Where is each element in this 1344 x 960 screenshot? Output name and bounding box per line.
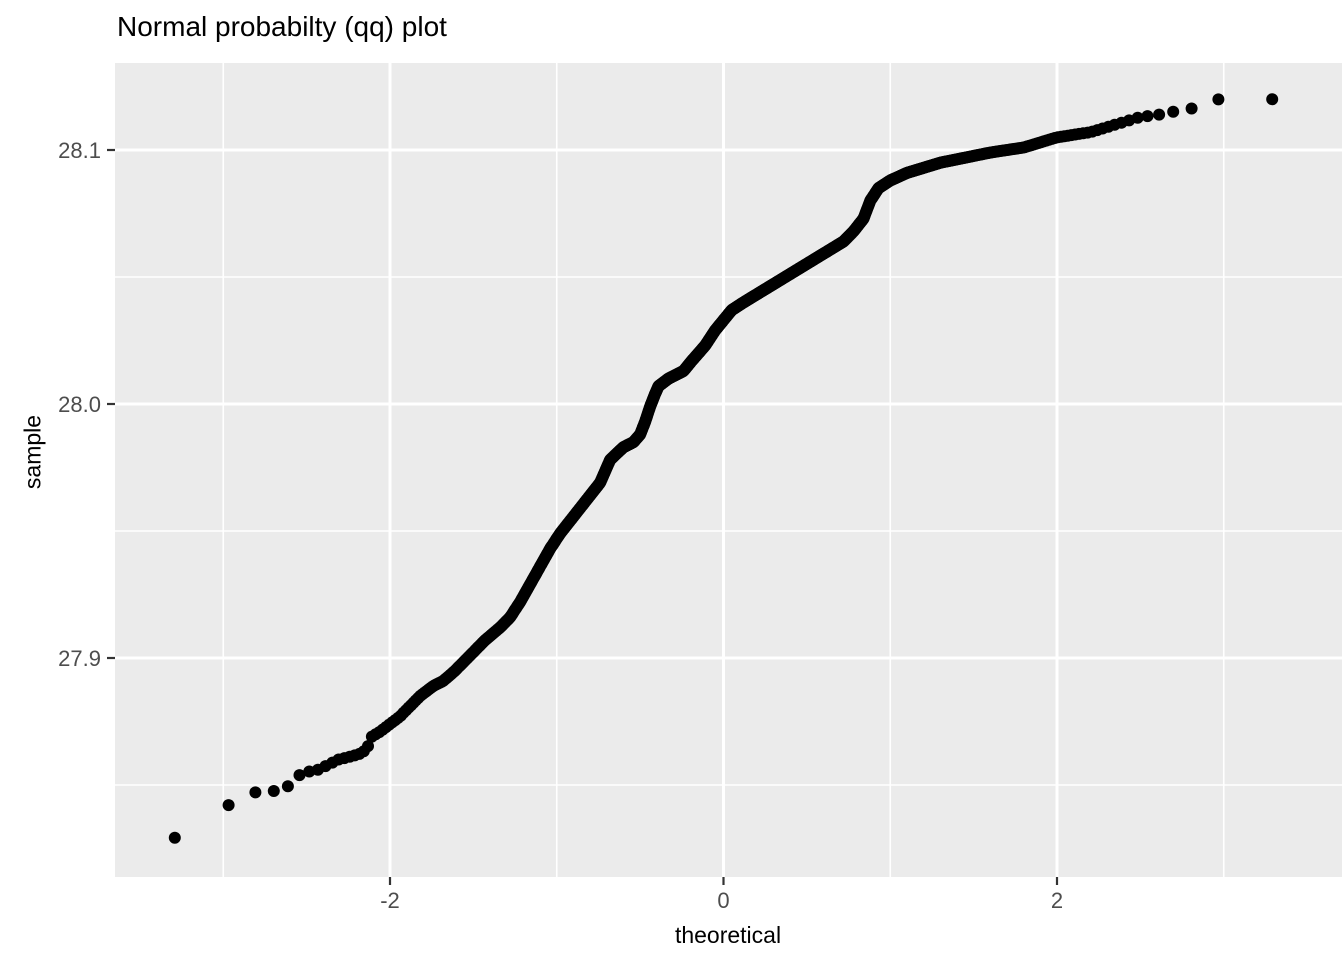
data-point: [1185, 102, 1198, 115]
x-tick-label: -2: [380, 888, 400, 913]
plot-title: Normal probabilty (qq) plot: [117, 11, 447, 42]
y-tick-label: 28.0: [58, 392, 101, 417]
data-point: [249, 786, 262, 799]
plot-panel-background: [115, 63, 1342, 877]
data-point: [362, 740, 374, 753]
y-axis-title: sample: [19, 414, 46, 490]
data-point: [168, 831, 181, 844]
data-point: [222, 799, 235, 812]
y-tick-label: 27.9: [58, 646, 101, 671]
data-point: [1212, 93, 1225, 106]
x-tick-label: 2: [1051, 888, 1063, 913]
data-point: [1167, 105, 1180, 118]
data-point: [293, 769, 306, 782]
data-point: [1131, 111, 1144, 124]
x-tick-label: 0: [717, 888, 729, 913]
data-point: [1153, 108, 1166, 121]
data-point: [1141, 110, 1154, 123]
data-point: [267, 785, 280, 797]
data-point: [281, 780, 294, 793]
y-tick-label: 28.1: [58, 138, 101, 163]
x-axis-title: theoretical: [674, 922, 782, 948]
data-point: [1266, 93, 1279, 106]
